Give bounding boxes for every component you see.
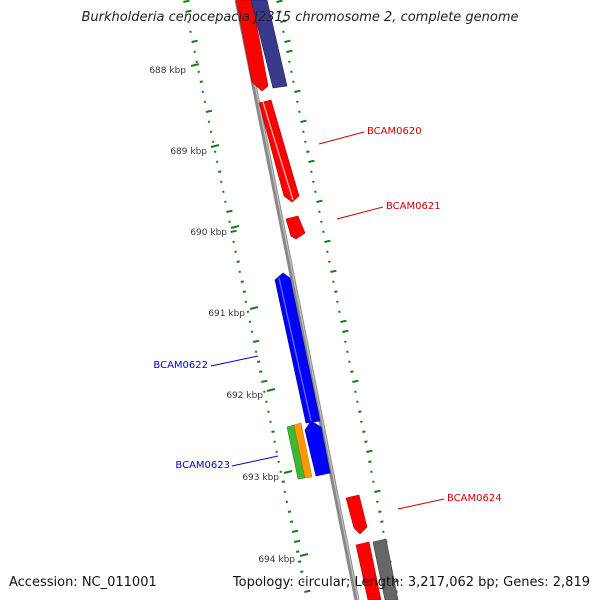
gc-tick [183, 0, 190, 3]
gc-tick [236, 260, 240, 263]
scale-label: 688 kbp [149, 66, 186, 76]
gc-tick [259, 370, 263, 373]
gc-tick [281, 480, 286, 483]
gc-tick [199, 80, 204, 83]
gene-arrow[interactable] [355, 541, 382, 600]
genome-summary-text: Topology: circular; Length: 3,217,062 bp… [232, 575, 590, 590]
scale-label: 689 kbp [170, 147, 207, 157]
gene-labels: BCAM0620 BCAM0621 BCAM0622 BCAM0623 BCAM… [153, 126, 501, 504]
gc-tick [364, 440, 368, 443]
scale-label: 692 kbp [226, 391, 263, 401]
gc-tick [256, 360, 261, 363]
gene-arrow-bcam0624[interactable] [345, 494, 368, 535]
scale-labels: 688 kbp 689 kbp 690 kbp 691 kbp 692 kbp … [149, 66, 295, 565]
gene-arrow-bcam0620[interactable] [258, 99, 300, 203]
gc-tick [293, 539, 301, 543]
gc-tick [324, 239, 331, 243]
gc-tick [291, 529, 299, 533]
gc-tick [306, 150, 310, 153]
gc-tick [334, 290, 338, 293]
gene-arrow[interactable] [372, 538, 399, 600]
gc-tick [340, 319, 347, 323]
gc-tick [330, 269, 337, 273]
gene-arrow[interactable] [250, 0, 288, 89]
gc-tick [358, 410, 362, 413]
accession-text: Accession: NC_011001 [9, 575, 157, 590]
gc-tick [308, 159, 315, 163]
gc-tick [242, 290, 247, 293]
gene-features [235, 0, 399, 600]
gene-label-bcam0621[interactable]: BCAM0621 [386, 201, 441, 212]
gene-label-bcam0620[interactable]: BCAM0620 [367, 126, 422, 137]
gc-tick [378, 510, 382, 513]
gc-tick [380, 520, 384, 523]
scale-ticks [190, 63, 309, 557]
gc-tick [374, 489, 381, 493]
gene-arrow-bcam0623[interactable] [304, 420, 331, 477]
gc-tick [350, 370, 354, 373]
gc-tick [300, 119, 307, 123]
gc-tick [185, 9, 192, 13]
gc-tick [297, 560, 302, 563]
gc-tick [284, 39, 291, 43]
orf-orange[interactable] [293, 422, 313, 479]
gc-tick [191, 39, 198, 43]
gc-tick [295, 550, 300, 553]
gc-tick [366, 449, 373, 453]
gc-tick [276, 0, 283, 3]
scale-label: 691 kbp [208, 309, 245, 319]
gc-tick [218, 170, 222, 173]
gene-label-bcam0622[interactable]: BCAM0622 [153, 360, 208, 371]
gene-label-leaders [210, 131, 445, 510]
scale-label: 693 kbp [242, 473, 279, 483]
gc-tick [287, 510, 292, 513]
gene-label-bcam0623[interactable]: BCAM0623 [175, 460, 230, 471]
gc-tick [286, 49, 293, 53]
gc-tick [300, 570, 304, 573]
gene-label-bcam0624[interactable]: BCAM0624 [447, 493, 502, 504]
gc-tick [362, 430, 366, 433]
gc-tick [205, 109, 213, 113]
gc-tick [342, 329, 349, 333]
gc-tick [280, 19, 287, 23]
gene-arrow-bcam0621[interactable] [285, 215, 306, 240]
gc-tick [289, 520, 294, 523]
gc-tick [252, 339, 260, 343]
chromosome-backbone [234, 0, 360, 600]
gc-tick [368, 460, 372, 463]
gc-tick [230, 229, 237, 233]
map-title: Burkholderia cenocepacia J2315 chromosom… [81, 10, 519, 25]
gc-tick [278, 10, 282, 13]
gc-content-track-left [183, 0, 311, 593]
gc-tick [226, 209, 233, 213]
gc-tick [352, 379, 359, 383]
gc-tick [304, 589, 311, 593]
scale-label: 694 kbp [258, 555, 295, 565]
gc-tick [294, 89, 301, 93]
gene-arrow[interactable] [235, 0, 269, 92]
gc-tick [316, 199, 323, 203]
gc-tick [271, 430, 275, 433]
gc-tick [261, 379, 268, 383]
scale-label: 690 kbp [190, 228, 227, 238]
gc-tick [240, 280, 245, 283]
